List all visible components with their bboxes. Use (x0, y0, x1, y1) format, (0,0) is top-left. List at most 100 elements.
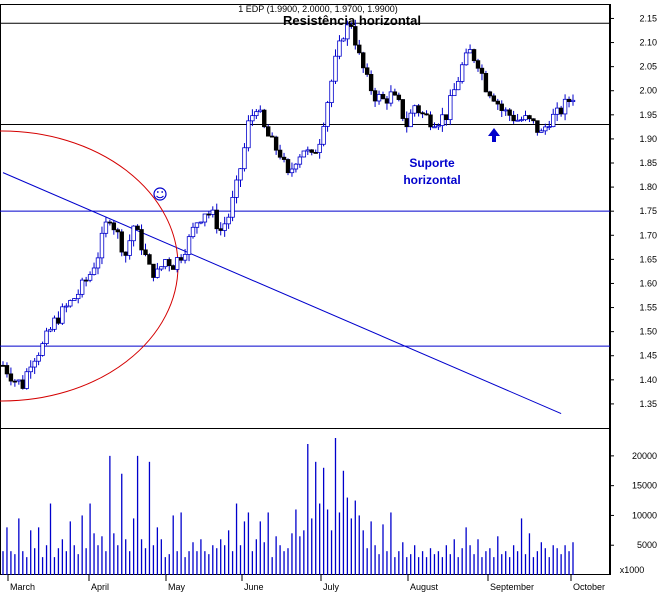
candle-body (503, 109, 508, 112)
candle-body (234, 179, 239, 198)
candle-body (388, 91, 394, 104)
smiley-icon (153, 187, 167, 201)
up-arrow-icon (488, 128, 500, 142)
candle-body (76, 293, 81, 300)
candle-body (44, 330, 49, 345)
price-tick-label: 1.75 (639, 206, 657, 216)
candle-body (396, 94, 402, 100)
candle-body (99, 232, 105, 259)
volume-bars (2, 438, 574, 575)
trend-line (2, 172, 562, 415)
candle-body (531, 118, 536, 122)
candle-body (428, 114, 433, 128)
candle-body (364, 67, 370, 75)
candle-body (143, 249, 148, 256)
price-tick-label: 2.00 (639, 86, 657, 96)
candle-body (230, 196, 235, 218)
candle-body (301, 150, 307, 158)
candle-body (558, 107, 564, 115)
price-tick-label: 1.35 (639, 399, 657, 409)
price-tick-label: 1.80 (639, 182, 657, 192)
candle-body (60, 306, 65, 324)
candle-body (32, 360, 37, 368)
candle-body (495, 100, 500, 105)
candle-body (313, 151, 318, 154)
header-ohlc: 1 EDP (1.9900, 2.0000, 1.9700, 1.9900) (238, 4, 397, 14)
annotation-line-2: horizontal (403, 173, 460, 187)
candle-body (459, 64, 465, 82)
candle-body (357, 44, 362, 54)
month-label: April (91, 582, 109, 592)
candle-body (40, 343, 45, 356)
candle-body (475, 60, 481, 69)
candle-body (566, 98, 572, 103)
candle-body (48, 328, 53, 332)
candle-body (28, 366, 33, 373)
candle-body (499, 103, 504, 111)
candle-body (341, 38, 346, 42)
plot-frame (0, 4, 610, 575)
candle-body (222, 223, 227, 231)
candle-body (210, 209, 215, 215)
candle-body (325, 102, 330, 127)
candle-body (467, 49, 473, 54)
candle-body (266, 126, 271, 137)
candle-body (463, 52, 469, 66)
candle-body (539, 130, 544, 133)
candle-body (254, 111, 259, 117)
candle-body (519, 119, 524, 122)
candle-body (554, 107, 560, 115)
candle-body (333, 55, 338, 82)
candle-body (155, 268, 160, 278)
candle-body (483, 72, 489, 93)
candle-body (131, 225, 136, 242)
price-tick-label: 1.65 (639, 254, 657, 264)
candle-body (111, 222, 117, 231)
volume-tick-label: 5000 (637, 540, 657, 550)
candle-body (218, 228, 223, 231)
price-axis-ticks: 2.15 2.10 2.05 2.00 1.95 1.90 1.85 1.80 1.75 1.70… (610, 13, 657, 409)
candle-body (206, 213, 212, 216)
candle-body (543, 126, 548, 132)
candle-body (190, 226, 196, 238)
candle-body (471, 49, 477, 62)
candle-body (456, 81, 461, 91)
candle-body (115, 229, 120, 233)
candle-body (250, 115, 255, 122)
price-tick-label: 1.90 (639, 134, 657, 144)
candle-body (361, 52, 366, 69)
candle-body (570, 99, 576, 103)
candle-body (281, 156, 287, 160)
candle-body (562, 98, 568, 115)
volume-multiplier: x1000 (620, 565, 645, 575)
candle-body (547, 126, 552, 129)
candle-body (4, 365, 10, 375)
candle-body (321, 126, 326, 145)
candle-body (202, 213, 208, 223)
candle-body (400, 99, 405, 119)
candle-body (103, 221, 109, 234)
candle-body (305, 149, 310, 152)
annotation-line-1: Suporte (409, 156, 455, 170)
candle-body (0, 364, 6, 367)
candle-body (198, 221, 204, 224)
candle-body (87, 274, 93, 281)
volume-tick-label: 20000 (632, 451, 657, 461)
candle-body (349, 24, 354, 27)
candle-body (79, 279, 85, 295)
candle-body (246, 120, 251, 149)
volume-axis-ticks: 20000 15000 10000 5000 (610, 451, 657, 550)
candle-body (174, 257, 180, 270)
candle-body (242, 147, 247, 170)
candle-body (412, 105, 417, 114)
candle-body (72, 298, 77, 301)
candle-body (171, 265, 176, 270)
candle-body (432, 126, 437, 129)
candle-body (511, 114, 516, 122)
horizontal-lines (0, 22, 610, 347)
candle-body (182, 254, 188, 261)
candle-body (436, 125, 441, 128)
candle-body (119, 231, 124, 253)
price-tick-label: 2.15 (639, 13, 657, 23)
candle-body (452, 89, 457, 97)
